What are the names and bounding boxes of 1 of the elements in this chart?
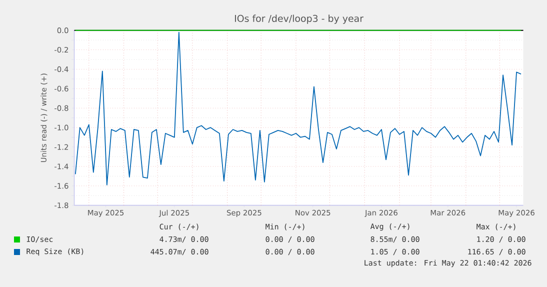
chart-title: IOs for /dev/loop3 - by year bbox=[234, 14, 364, 24]
